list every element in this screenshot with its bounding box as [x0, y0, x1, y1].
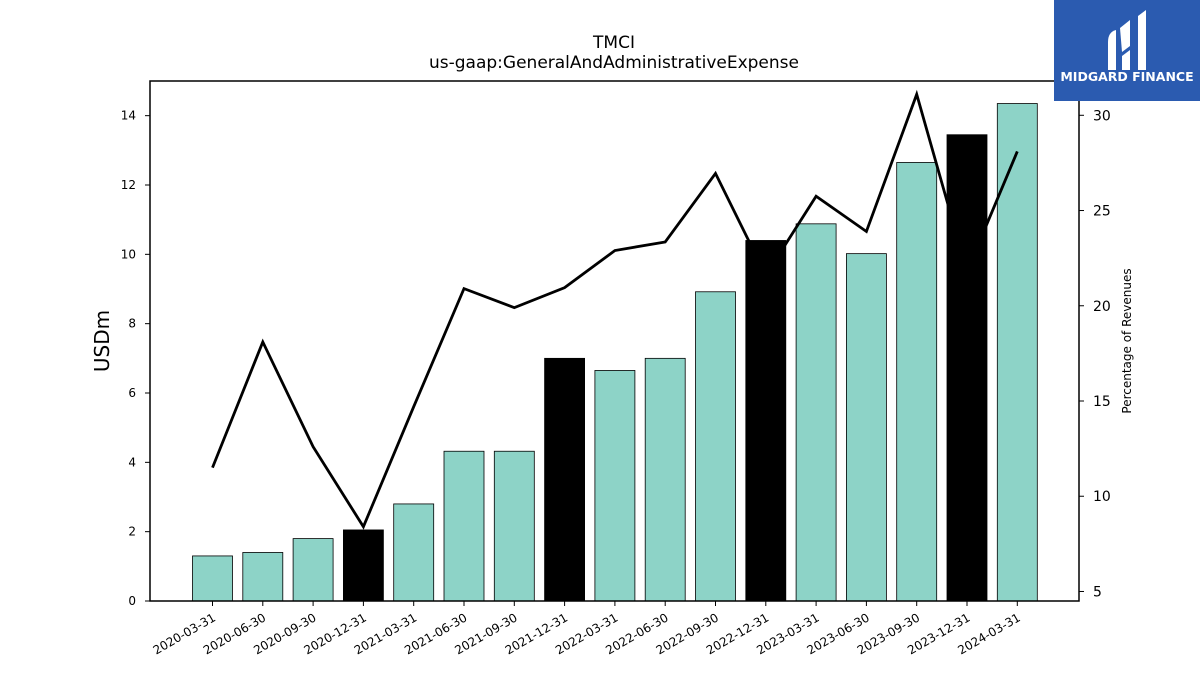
bar-2020-09-30 [292, 538, 334, 602]
line-group [211, 89, 1019, 530]
left-tick-label: 4 [128, 455, 136, 469]
y-axis-right-label: Percentage of Revenues [1120, 268, 1134, 413]
left-axis: 0 2 4 6 8 10 12 14 [121, 109, 150, 608]
bar-2021-09-30 [493, 450, 535, 602]
bars-group [192, 103, 1038, 602]
chart-subtitle: us-gaap:GeneralAndAdministrativeExpense [429, 53, 799, 73]
bar-2020-03-31 [192, 555, 233, 602]
left-tick-label: 0 [128, 594, 136, 608]
bar-2021-06-30 [443, 450, 485, 602]
bar-2023-12-31 [946, 134, 988, 602]
bar-2023-06-30 [846, 253, 887, 602]
bar-2021-12-31 [544, 357, 585, 602]
logo-mark-icon [1108, 10, 1146, 70]
bar-2022-06-30 [644, 357, 686, 602]
right-tick-label: 15 [1093, 394, 1111, 410]
left-tick-label: 2 [128, 525, 136, 539]
bar-2022-12-31 [745, 240, 787, 602]
right-tick-label: 10 [1093, 489, 1111, 505]
ratio-line [211, 89, 1019, 530]
right-tick-label: 5 [1093, 584, 1102, 600]
bar-2021-03-31 [393, 503, 435, 602]
left-tick-label: 12 [121, 178, 136, 192]
bar-2020-06-30 [242, 552, 284, 602]
brand-logo: MIDGARD FINANCE [1054, 0, 1200, 101]
bar-2022-09-30 [695, 291, 736, 602]
bar-2020-12-31 [342, 529, 384, 602]
left-tick-label: 10 [121, 247, 136, 261]
bar-2024-03-31 [996, 103, 1038, 602]
chart-title: TMCI [592, 33, 635, 53]
logo-text: MIDGARD FINANCE [1060, 69, 1194, 84]
left-tick-label: 8 [128, 317, 136, 331]
left-tick-label: 6 [128, 386, 136, 400]
right-tick-label: 25 [1093, 204, 1111, 220]
right-tick-label: 20 [1093, 299, 1111, 315]
bar-2022-03-31 [594, 370, 636, 602]
x-axis: 2020-03-312020-06-302020-09-302020-12-31… [151, 601, 1023, 657]
right-axis: 5 10 15 20 25 30 [1079, 108, 1111, 600]
right-tick-label: 30 [1093, 108, 1111, 124]
bar-2023-03-31 [795, 223, 837, 602]
bar-2023-09-30 [896, 162, 938, 602]
left-tick-label: 14 [121, 109, 136, 123]
y-axis-label: USDm [90, 310, 114, 372]
